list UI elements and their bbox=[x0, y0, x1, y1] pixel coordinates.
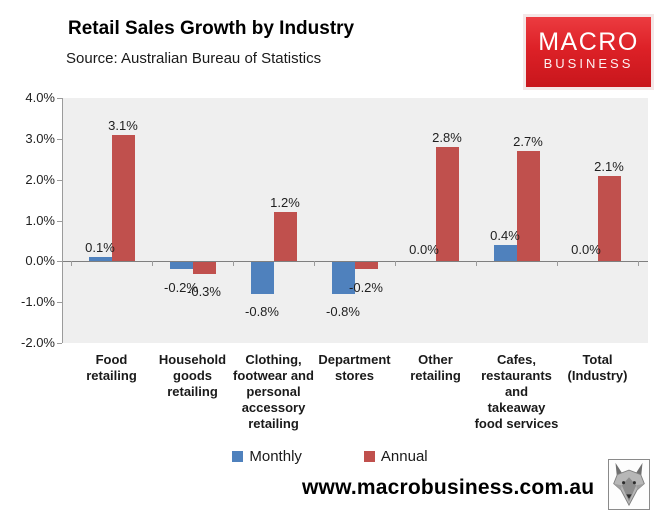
annual-bar bbox=[435, 147, 459, 262]
monthly-bar bbox=[169, 261, 193, 270]
y-axis-label: 1.0% bbox=[25, 212, 55, 228]
annual-bar bbox=[516, 151, 540, 262]
category-label: Clothing, footwear and personal accessor… bbox=[233, 352, 314, 431]
annual-bar bbox=[354, 261, 378, 270]
bar-chart: 4.0% 3.0% 2.0% 1.0% 0.0% -1.0% -2.0% 0.1% -0.2% -… bbox=[21, 90, 648, 431]
legend-label: Monthly bbox=[249, 448, 302, 465]
legend-item-monthly: Monthly bbox=[232, 448, 302, 465]
y-axis-tick bbox=[57, 261, 62, 262]
category-label: Other retailing bbox=[410, 352, 461, 383]
data-label: 0.0% bbox=[571, 242, 601, 258]
legend-item-annual: Annual bbox=[363, 448, 428, 465]
data-label: -0.2% bbox=[164, 279, 198, 295]
data-label: -0.3% bbox=[187, 283, 221, 299]
data-label: 0.0% bbox=[409, 242, 439, 258]
annual-bar bbox=[192, 261, 216, 274]
y-axis-tick bbox=[57, 343, 62, 344]
y-axis-tick bbox=[57, 139, 62, 140]
legend-label: Annual bbox=[380, 448, 428, 465]
annual-bar bbox=[597, 175, 621, 262]
x-axis-tick bbox=[152, 261, 153, 266]
y-axis-tick bbox=[57, 98, 62, 99]
logo-text-business: BUSINESS bbox=[543, 56, 634, 71]
y-axis-line bbox=[62, 98, 63, 343]
y-axis-label: 2.0% bbox=[25, 171, 55, 187]
y-axis-tick bbox=[57, 180, 62, 181]
monthly-bar bbox=[331, 261, 355, 294]
data-label: 2.1% bbox=[594, 158, 624, 174]
website-url[interactable]: www.macrobusiness.com.au bbox=[302, 476, 595, 499]
x-axis-tick bbox=[557, 261, 558, 266]
data-label: 0.1% bbox=[85, 240, 115, 256]
y-axis-tick bbox=[57, 221, 62, 222]
page-title: Retail Sales Growth by Industry bbox=[68, 18, 355, 39]
logo-text-macro: MACRO bbox=[538, 28, 639, 56]
x-axis-tick bbox=[395, 261, 396, 266]
monthly-bar bbox=[88, 257, 112, 262]
data-label: 2.7% bbox=[513, 134, 543, 150]
data-label: 3.1% bbox=[108, 117, 138, 133]
monthly-bar bbox=[250, 261, 274, 294]
wolf-illustration bbox=[613, 462, 645, 507]
data-label: -0.8% bbox=[245, 304, 279, 319]
data-label: -0.8% bbox=[326, 304, 360, 319]
y-axis-label: -1.0% bbox=[21, 294, 55, 310]
x-axis-tick bbox=[476, 261, 477, 266]
y-axis-label: 3.0% bbox=[25, 130, 55, 146]
y-axis-label: 0.0% bbox=[25, 253, 55, 269]
data-label: 0.4% bbox=[490, 228, 520, 243]
macrobusiness-logo[interactable]: MACRO BUSINESS bbox=[523, 14, 654, 90]
plot-area bbox=[62, 98, 648, 343]
monthly-bar bbox=[493, 245, 517, 262]
x-axis-tick bbox=[638, 261, 639, 266]
category-label: Household goods retailing bbox=[158, 352, 227, 399]
chart-legend: Monthly Annual bbox=[0, 448, 660, 465]
y-axis-label: 4.0% bbox=[25, 90, 55, 105]
x-axis-tick bbox=[314, 261, 315, 266]
data-label: 1.2% bbox=[270, 195, 300, 211]
x-axis-line bbox=[62, 261, 648, 262]
x-axis-tick bbox=[233, 261, 234, 266]
data-label: -0.2% bbox=[349, 279, 383, 295]
monthly-swatch-icon bbox=[232, 451, 244, 462]
x-axis-tick bbox=[71, 261, 72, 266]
annual-bar bbox=[273, 212, 297, 262]
category-label: Total (Industry) bbox=[567, 352, 628, 383]
annual-swatch-icon bbox=[363, 451, 375, 462]
y-axis-tick bbox=[57, 302, 62, 303]
wolf-logo-icon bbox=[608, 459, 650, 510]
category-label: Cafes, restaurants and takeaway food ser… bbox=[474, 352, 559, 431]
data-label: 2.8% bbox=[432, 130, 462, 145]
category-label: Food retailing bbox=[86, 352, 137, 383]
annual-bar bbox=[111, 134, 135, 262]
source-note: Source: Australian Bureau of Statistics bbox=[66, 50, 322, 67]
category-label: Department stores bbox=[318, 352, 391, 383]
y-axis-label: -2.0% bbox=[21, 335, 55, 350]
